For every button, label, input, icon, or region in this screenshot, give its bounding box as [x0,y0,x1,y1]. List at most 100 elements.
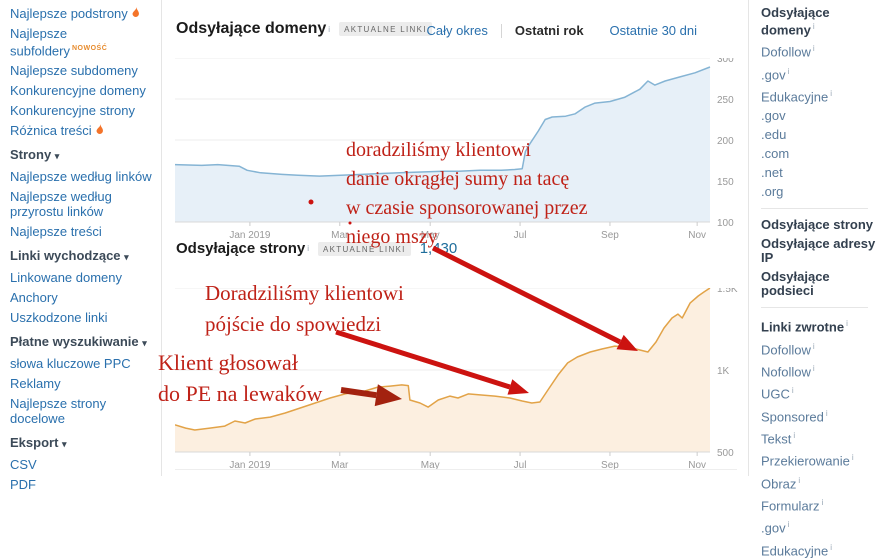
legend-link[interactable]: Obraz [761,475,797,491]
legend-link[interactable]: .gov [761,108,786,124]
legend-edu: .edu [761,128,880,142]
svg-text:250: 250 [717,95,734,106]
legend-link[interactable]: .edu [761,127,787,143]
info-icon[interactable]: i [830,542,832,552]
referring-domains-chart[interactable]: 300 250 200 150 100 Jan 2019 Mar May Jul Sep Nov [175,58,748,244]
legend-link[interactable]: .net [761,165,783,181]
svg-text:May: May [421,460,440,471]
svg-text:Mar: Mar [331,230,349,241]
info-icon[interactable]: i [812,44,815,54]
link-strony-docelowe[interactable]: Najlepsze strony docelowe [10,396,107,427]
link-export-pdf[interactable]: PDF [10,477,36,493]
link-konkurencyjne-domeny[interactable]: Konkurencyjne domeny [10,83,146,99]
legend-link[interactable]: Przekierowanie [761,453,850,469]
sidebar-section-platne-wyszukiwanie[interactable]: Płatne wyszukiwanie ▾ [10,334,157,351]
legend-link[interactable]: UGC [761,386,790,402]
sidebar-item-najlepsze-subfoldery: Najlepsze subfoldery NOWOŚĆ [10,26,157,58]
link-najlepsze-podstrony[interactable]: Najlepsze podstrony [10,6,128,21]
tab-ostatnie-30-dni[interactable]: Ostatnie 30 dni [609,23,697,38]
sidebar-section-linki-wychodzace[interactable]: Linki wychodzące ▾ [10,248,157,265]
sidebar-item-csv: CSV [10,457,157,472]
flame-icon [132,7,139,17]
legend-link[interactable]: .com [761,146,790,162]
tab-ostatni-rok[interactable]: Ostatni rok [514,23,584,38]
link-anchory[interactable]: Anchory [10,290,58,306]
legend-link[interactable]: Linki zwrotne [761,319,845,335]
legend-link[interactable]: Edukacyjne [761,89,829,105]
info-icon[interactable]: i [798,475,801,485]
svg-text:May: May [421,230,440,241]
legend-backlinks: Linki zwrotne i [761,317,880,334]
info-icon[interactable]: i [825,408,828,418]
current-links-badge: AKTUALNE LINKI [318,241,411,256]
link-najlepsze-wedlug-linkow[interactable]: Najlepsze według linków [10,169,152,185]
sidebar-item-najlepsze-wedlug-linkow: Najlepsze według linków [10,169,157,184]
legend-link[interactable]: Tekst [761,431,792,447]
sidebar-item-konkurencyjne-strony: Konkurencyjne strony [10,103,157,118]
chevron-down-icon: ▾ [124,252,129,263]
svg-text:Sep: Sep [601,230,619,241]
link-uszkodzone-linki[interactable]: Uszkodzone linki [10,310,108,326]
section-label: Linki wychodzące [10,248,121,264]
info-icon[interactable]: i [851,453,854,463]
link-najlepsze-subfoldery[interactable]: Najlepsze subfoldery [10,26,70,59]
info-icon[interactable]: i [307,244,310,253]
legend-referring-ips: Odsyłające adresy IP [761,237,880,265]
info-icon[interactable]: i [821,497,824,507]
legend-link[interactable]: Odsyłające podsieci [761,269,830,299]
info-icon[interactable]: i [812,341,815,351]
sidebar-item-najlepsze-subdomeny: Najlepsze subdomeny [10,63,157,78]
info-icon[interactable]: i [812,363,815,373]
link-roznica-tresci[interactable]: Różnica treści [10,123,92,139]
info-icon[interactable]: i [793,430,796,440]
svg-text:Mar: Mar [331,460,349,471]
legend-divider [761,307,868,309]
link-slowa-kluczowe-ppc[interactable]: słowa kluczowe PPC [10,356,131,372]
link-export-csv[interactable]: CSV [10,457,37,473]
legend-dofollow: Dofollow i [761,42,880,59]
link-konkurencyjne-strony[interactable]: Konkurencyjne strony [10,103,136,119]
info-icon[interactable]: i [830,88,832,98]
time-range-tabs: Cały okres Ostatni rok Ostatnie 30 dni [414,23,711,38]
sidebar-item-anchory: Anchory [10,290,157,305]
referring-domains-title: Odsyłające domeny [176,20,327,37]
sidebar-item-slowa-kluczowe-ppc: słowa kluczowe PPC [10,356,157,371]
sidebar-item-roznica-tresci: Różnica treści [10,123,157,138]
legend-link[interactable]: Odsyłające domeny [761,5,830,38]
info-icon[interactable]: i [791,386,794,396]
sidebar-section-strony[interactable]: Strony ▾ [10,147,157,164]
info-icon[interactable]: i [787,520,790,530]
info-icon[interactable]: i [787,66,790,76]
legend-link[interactable]: .gov [761,520,786,536]
legend-bl-dofollow: Dofollow i [761,340,880,357]
info-icon[interactable]: i [328,24,331,34]
legend-link[interactable]: Odsyłające adresy IP [761,236,876,266]
legend-link[interactable]: Sponsored [761,408,824,424]
legend-link[interactable]: Edukacyjne [761,542,829,558]
link-linkowane-domeny[interactable]: Linkowane domeny [10,270,123,286]
legend-link[interactable]: Dofollow [761,44,811,60]
info-icon[interactable]: i [846,319,848,329]
legend-link[interactable]: Odsyłające strony [761,217,873,233]
link-najlepsze-subdomeny[interactable]: Najlepsze subdomeny [10,63,138,79]
sidebar-section-eksport[interactable]: Eksport ▾ [10,435,157,452]
info-icon[interactable]: i [812,22,815,31]
tab-caly-okres[interactable]: Cały okres [426,23,488,38]
svg-text:100: 100 [717,218,734,229]
legend-link[interactable]: Nofollow [761,364,811,380]
svg-text:Sep: Sep [601,460,619,471]
legend-link[interactable]: .org [761,184,784,200]
legend-link[interactable]: Formularz [761,498,820,514]
legend-gov2: .gov [761,109,880,123]
referring-pages-chart[interactable]: 1.5K 1K 500 Jan 2019 Mar May Jul Sep Nov [175,288,748,474]
legend-link[interactable]: Dofollow [761,341,811,357]
link-najlepsze-przyrost[interactable]: Najlepsze według przyrostu linków [10,189,112,220]
current-links-badge: AKTUALNE LINKI [339,22,432,36]
tab-separator [500,23,502,38]
legend-net: .net [761,166,880,180]
referring-pages-title: Odsyłające strony [176,240,306,257]
link-reklamy[interactable]: Reklamy [10,376,61,392]
link-najlepsze-tresci[interactable]: Najlepsze treści [10,224,102,240]
legend-link[interactable]: .gov [761,66,786,82]
legend-edukacyjne: Edukacyjne i [761,87,880,104]
